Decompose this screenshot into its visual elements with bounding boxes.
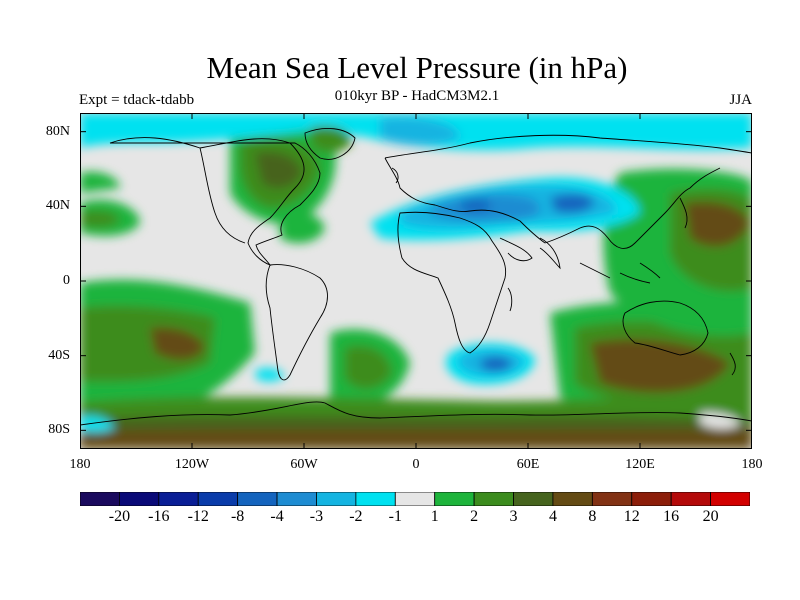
colorbar-swatch — [552, 492, 593, 506]
map-title: Mean Sea Level Pressure (in hPa) — [206, 50, 628, 85]
colorbar-label: 1 — [430, 508, 439, 525]
latitude-tick-label: 80N — [45, 123, 70, 139]
colorbar-swatch — [119, 492, 160, 506]
latitude-tick-label: 40N — [45, 198, 70, 214]
pressure-field — [80, 113, 752, 449]
longitude-tick-label: 180 — [69, 457, 91, 472]
season-label: JJA — [729, 92, 752, 108]
colorbar-swatch — [591, 492, 633, 506]
colorbar-swatch — [631, 492, 672, 506]
longitude-tick-label: 180 — [741, 457, 763, 472]
colorbar-label: 3 — [509, 508, 518, 525]
colorbar-label: 20 — [702, 508, 719, 525]
experiment-label: Expt = tdack-tdabb — [79, 92, 195, 108]
colorbar-label: 12 — [623, 508, 640, 525]
coastlines — [80, 127, 752, 426]
colorbar-label: -2 — [349, 508, 363, 525]
longitude-tick-label: 60E — [516, 457, 540, 472]
colorbar — [80, 492, 750, 506]
latitude-tick-label: 40S — [48, 347, 70, 363]
longitude-tick-label: 120W — [174, 457, 210, 472]
colorbar-swatch — [670, 492, 711, 506]
colorbar-label: 16 — [663, 508, 680, 525]
colorbar-swatch — [473, 492, 514, 506]
colorbar-swatch — [316, 492, 357, 506]
colorbar-swatch — [158, 492, 199, 506]
axis-ticks — [80, 113, 752, 449]
colorbar-label: -4 — [270, 508, 284, 525]
colorbar-swatch — [237, 492, 278, 506]
colorbar-swatch — [434, 492, 475, 506]
colorbar-label: 2 — [470, 508, 479, 525]
colorbar-label: -1 — [388, 508, 402, 525]
colorbar-label: 8 — [588, 508, 597, 525]
latitude-tick-label: 0 — [63, 273, 70, 288]
colorbar-swatch — [355, 492, 396, 506]
colorbar-label: -20 — [108, 508, 131, 525]
colorbar-label: -8 — [230, 508, 245, 525]
longitude-tick-label: 0 — [412, 457, 420, 472]
longitude-tick-label: 60W — [290, 457, 318, 472]
colorbar-swatch — [276, 492, 317, 506]
pressure-map — [80, 113, 752, 449]
colorbar-swatch — [513, 492, 554, 506]
colorbar-label: -12 — [187, 508, 209, 525]
colorbar-label: -3 — [309, 508, 324, 525]
colorbar-label: -16 — [148, 508, 170, 525]
colorbar-swatch — [710, 492, 750, 506]
colorbar-swatch — [394, 492, 436, 506]
colorbar-swatch — [80, 492, 120, 506]
latitude-tick-label: 80S — [48, 422, 70, 438]
colorbar-swatch — [197, 492, 239, 506]
map-subtitle: 010kyr BP - HadCM3M2.1 — [334, 88, 500, 104]
longitude-tick-label: 120E — [625, 457, 655, 472]
colorbar-label: 4 — [548, 508, 557, 525]
